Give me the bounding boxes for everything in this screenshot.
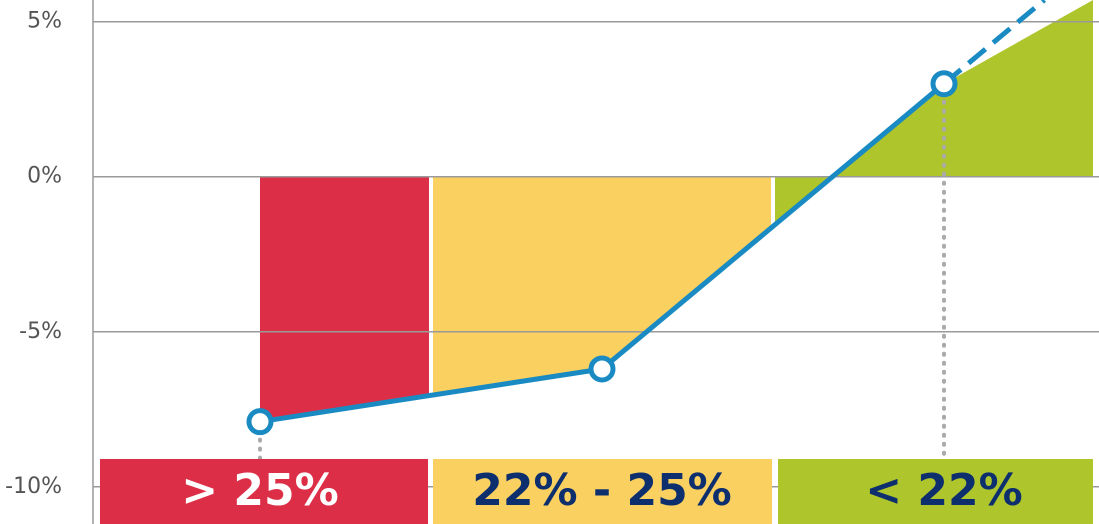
- y-tick-label: 0%: [27, 164, 62, 189]
- band-fill: [775, 0, 1093, 225]
- projection-line: [942, 0, 1046, 86]
- band-label: 22% - 25%: [472, 465, 732, 516]
- band-label: < 22%: [865, 465, 1023, 516]
- band-fill: [433, 176, 771, 396]
- data-point: [930, 70, 958, 98]
- y-tick-label: -5%: [19, 319, 62, 344]
- data-point: [246, 408, 274, 436]
- band-label-box: [778, 459, 1093, 524]
- band-fill: [260, 176, 429, 422]
- band-fills: [260, 0, 1093, 422]
- y-tick-label: -10%: [5, 474, 62, 499]
- data-point: [588, 355, 616, 383]
- band-label-box: [100, 459, 428, 524]
- band-label-box: [433, 459, 772, 524]
- band-label: > 25%: [181, 465, 339, 516]
- y-tick-label: 5%: [27, 9, 62, 34]
